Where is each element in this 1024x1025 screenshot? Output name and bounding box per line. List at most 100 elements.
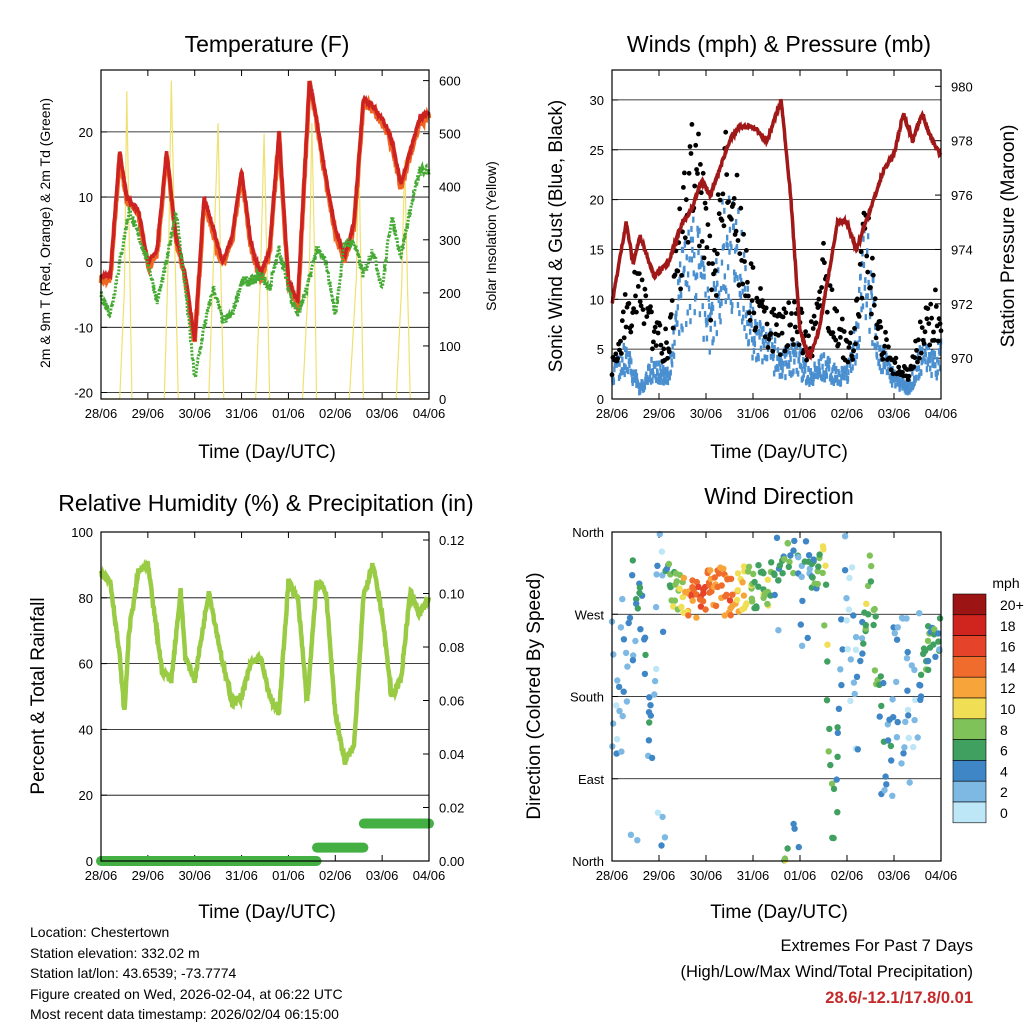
direction-point: [889, 792, 896, 799]
plot-layer: [98, 80, 432, 400]
sonic-wind-point: [933, 350, 937, 357]
direction-point: [685, 612, 692, 619]
direction-point: [617, 624, 625, 631]
y-tick-label: East: [578, 772, 604, 787]
direction-point: [852, 646, 860, 653]
gust-point: [622, 292, 628, 297]
direction-point: [905, 712, 912, 719]
sonic-wind-point: [718, 313, 721, 320]
gust-point: [670, 325, 676, 331]
direction-point: [751, 578, 758, 586]
sonic-wind-point: [855, 353, 859, 360]
x-tick-label: 03/06: [878, 406, 911, 421]
gust-point: [724, 172, 730, 178]
gust-point: [641, 321, 647, 327]
sonic-wind-point: [926, 343, 929, 350]
sonic-wind-point: [734, 272, 737, 279]
direction-point: [625, 619, 632, 627]
sonic-wind-point: [870, 288, 873, 295]
sonic-wind-point: [612, 378, 616, 385]
sonic-wind-point: [883, 363, 887, 370]
colorbar-swatch: [952, 739, 987, 761]
direction-point: [834, 809, 841, 816]
direction-point: [615, 683, 623, 691]
gust-point: [638, 303, 644, 309]
sonic-wind-point: [699, 271, 703, 278]
direction-point: [910, 743, 917, 751]
plot-layer: [608, 531, 944, 864]
sonic-wind-point: [881, 368, 884, 375]
wind-direction-panel: Wind Direction NorthEastSouthWestNorth28…: [524, 483, 1024, 923]
sonic-wind-point: [709, 312, 712, 319]
gust-point: [675, 268, 681, 274]
x-tick-label: 04/06: [925, 406, 958, 421]
direction-point: [804, 634, 811, 642]
gust-point: [776, 332, 781, 338]
gust-point: [713, 268, 718, 274]
winds-plot-area: 0 5 10 15 20 25 30 970 972 974 976 978 980 28/06 29/06…: [590, 69, 973, 421]
direction-point: [936, 615, 944, 622]
gust-point: [734, 172, 740, 178]
gust-point: [668, 312, 674, 317]
direction-point: [924, 657, 932, 665]
colorbar-swatch: [952, 635, 987, 657]
sonic-wind-point: [726, 264, 730, 271]
gust-point: [634, 309, 639, 315]
temperature-panel: Temperature (F) -20-10010200100200300400…: [37, 31, 499, 463]
gust-point: [688, 151, 694, 156]
gust-point: [717, 197, 723, 203]
sonic-wind-point: [865, 301, 868, 308]
gust-point: [623, 324, 629, 330]
gust-point: [679, 273, 684, 278]
sonic-wind-point: [702, 335, 705, 342]
sonic-wind-point: [932, 350, 935, 357]
direction-point: [629, 572, 636, 579]
sonic-wind-point: [932, 362, 936, 369]
gust-point: [653, 343, 659, 348]
direction-point: [821, 622, 828, 629]
sonic-wind-point: [739, 273, 742, 280]
sonic-wind-point: [815, 366, 819, 373]
sonic-wind-point: [914, 374, 918, 381]
direction-point: [678, 603, 685, 611]
y2-tick-label: 400: [439, 180, 461, 195]
sonic-wind-point: [787, 347, 790, 354]
sonic-wind-point: [695, 272, 699, 279]
sonic-wind-point: [713, 320, 717, 327]
y-tick-label: 15: [590, 242, 604, 257]
x-tick-label: 02/06: [831, 868, 864, 883]
sonic-wind-point: [753, 335, 756, 342]
gust-point: [881, 350, 887, 356]
sonic-wind-point: [801, 366, 804, 373]
sonic-wind-point: [750, 336, 754, 343]
sonic-wind-point: [728, 226, 732, 233]
sonic-wind-point: [803, 367, 807, 374]
direction-point: [912, 696, 919, 704]
sonic-wind-point: [674, 315, 678, 322]
sonic-wind-point: [765, 354, 769, 361]
colorbar-swatch: [952, 614, 987, 636]
sonic-wind-point: [711, 339, 714, 346]
sonic-wind-point: [718, 302, 722, 309]
gust-point: [803, 329, 808, 335]
gust-point: [681, 185, 686, 190]
winds-ylabel: Sonic Wind & Gust (Blue, Black): [546, 100, 567, 372]
gust-point: [701, 255, 707, 261]
gust-point: [699, 239, 705, 244]
gust-point: [929, 315, 934, 321]
direction-point: [903, 655, 911, 662]
gust-point: [666, 349, 672, 355]
sonic-wind-point: [659, 364, 662, 371]
gust-point: [816, 296, 822, 302]
sonic-wind-point: [734, 218, 738, 225]
direction-point: [823, 697, 831, 704]
sonic-wind-point: [926, 360, 930, 367]
x-tick-label: 01/06: [784, 868, 817, 883]
sonic-wind-point: [772, 370, 776, 377]
sonic-wind-point: [628, 351, 632, 358]
winds-title: Winds (mph) & Pressure (mb): [627, 31, 931, 57]
sonic-wind-point: [861, 303, 865, 310]
direction-point: [863, 600, 870, 607]
gust-point: [651, 339, 656, 345]
gust-point: [698, 162, 703, 167]
